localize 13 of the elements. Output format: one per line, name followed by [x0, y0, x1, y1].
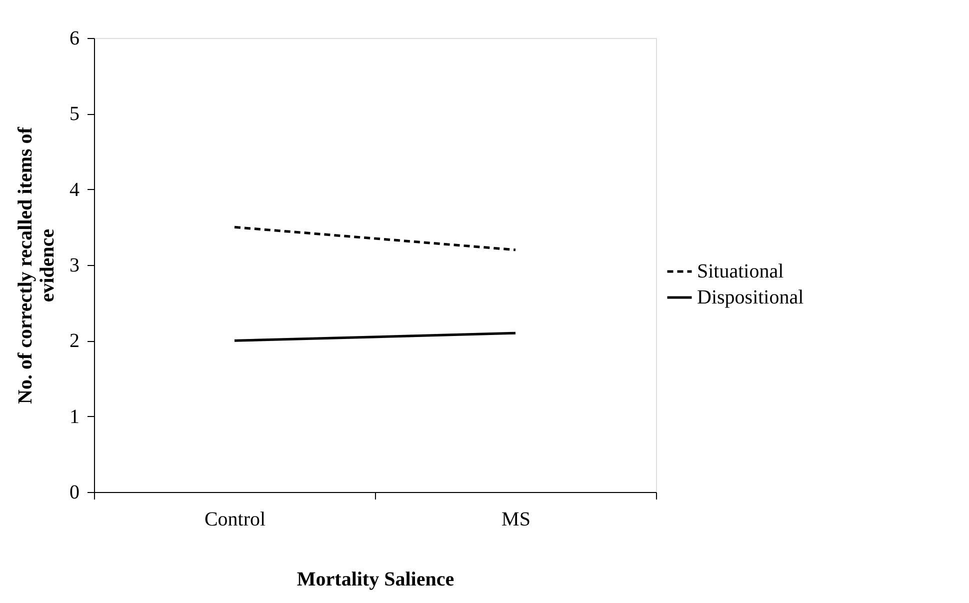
y-tick-label: 6 — [70, 28, 80, 50]
y-axis-title: No. of correctly recalled items of evidence — [14, 126, 58, 404]
y-tick-label: 3 — [70, 254, 80, 276]
y-tick-label: 5 — [70, 103, 80, 126]
x-tick-label: Control — [204, 508, 266, 530]
legend-label: Situational — [697, 260, 784, 282]
y-tick-label: 0 — [70, 482, 80, 504]
legend-label: Dispositional — [697, 286, 804, 308]
x-tick-label: MS — [502, 508, 530, 530]
y-tick-label: 2 — [70, 330, 80, 352]
y-tick-label: 1 — [70, 406, 80, 428]
x-axis-title: Mortality Salience — [296, 568, 454, 590]
y-tick-label: 4 — [70, 178, 80, 201]
